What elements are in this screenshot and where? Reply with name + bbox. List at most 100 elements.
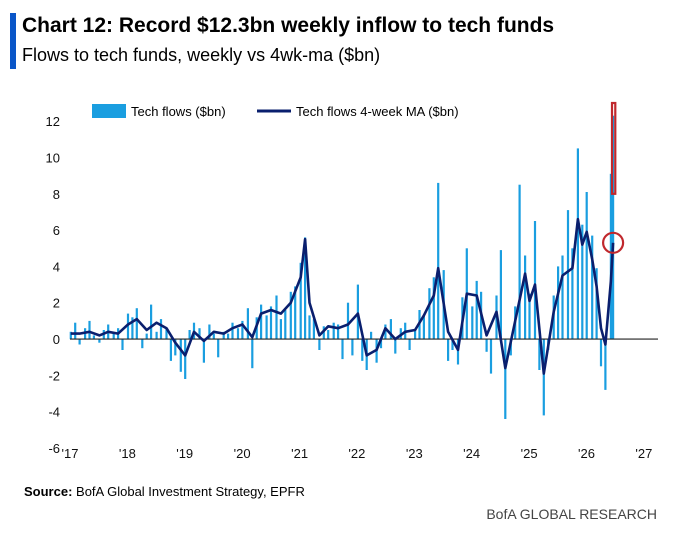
bar-76 (432, 277, 435, 339)
bar-43 (275, 295, 278, 340)
y-tick-label: 2 (53, 296, 60, 311)
bar-37 (246, 308, 249, 340)
bar-67 (389, 319, 392, 340)
bar-107 (581, 224, 584, 340)
bar-71 (408, 339, 411, 350)
bar-87 (485, 339, 488, 352)
bar-47 (294, 286, 297, 340)
bar-16 (145, 333, 148, 339)
bar-33 (227, 333, 230, 339)
y-tick-label: -2 (48, 368, 60, 383)
bar-108 (585, 192, 588, 340)
bar-88 (489, 339, 493, 374)
bar-41 (265, 315, 268, 339)
bar-0 (69, 331, 72, 340)
bar-13 (131, 317, 134, 340)
x-tick-label: '21 (291, 446, 308, 461)
bar-60 (356, 284, 359, 340)
bar-12 (126, 313, 130, 339)
x-tick-label: '26 (578, 446, 595, 461)
chart-subtitle: Flows to tech funds, weekly vs 4wk-ma ($… (22, 45, 381, 65)
bar-102 (557, 266, 560, 339)
x-tick-label: '18 (119, 446, 136, 461)
bar-95 (524, 255, 527, 339)
bar-81 (456, 339, 460, 365)
bar-110 (595, 268, 598, 339)
bar-34 (231, 322, 234, 339)
bar-9 (112, 333, 115, 339)
bar-54 (327, 330, 330, 340)
legend-swatch-bars (92, 104, 126, 118)
bar-22 (174, 339, 177, 356)
bar-114 (612, 115, 615, 339)
bar-58 (346, 302, 350, 339)
x-tick-label: '19 (176, 446, 193, 461)
bar-44 (279, 319, 282, 340)
bar-59 (351, 339, 354, 356)
bar-30 (212, 333, 215, 339)
bar-68 (394, 339, 397, 354)
x-tick-label: '27 (635, 446, 652, 461)
bar-series (69, 115, 615, 419)
bar-98 (538, 339, 541, 370)
bar-18 (155, 331, 158, 340)
bar-75 (428, 288, 431, 339)
legend: Tech flows ($bn) Tech flows 4-week MA ($… (92, 104, 459, 119)
bar-32 (222, 331, 225, 340)
bar-50 (308, 315, 311, 339)
bar-24 (184, 339, 187, 379)
bar-65 (379, 339, 383, 349)
highlight-annotations (601, 101, 625, 254)
bar-57 (341, 339, 344, 360)
x-tick-label: '20 (234, 446, 251, 461)
x-tick-label: '17 (62, 446, 79, 461)
bar-106 (576, 148, 579, 340)
y-tick-label: 8 (53, 187, 60, 202)
source-label: Source: (24, 484, 73, 499)
bar-85 (475, 280, 478, 339)
y-tick-label: 4 (53, 259, 60, 274)
bar-38 (251, 339, 254, 369)
bar-35 (236, 328, 240, 340)
bar-66 (384, 324, 387, 339)
bar-36 (241, 320, 244, 340)
brand-label: BofA GLOBAL RESEARCH (486, 506, 657, 522)
bar-31 (217, 339, 220, 358)
bar-11 (121, 339, 124, 350)
bar-113 (609, 173, 612, 339)
legend-label-line: Tech flows 4-week MA ($bn) (296, 104, 459, 119)
bar-2 (78, 339, 81, 345)
bar-103 (561, 255, 564, 339)
y-tick-label: -4 (48, 405, 60, 420)
bar-109 (591, 235, 594, 340)
bar-84 (471, 306, 474, 340)
bar-14 (135, 308, 138, 340)
y-tick-label: -6 (48, 441, 60, 456)
y-tick-label: 0 (53, 332, 60, 347)
bar-19 (159, 319, 163, 340)
bar-56 (337, 324, 340, 339)
source-note: Source: BofA Global Investment Strategy,… (24, 484, 305, 499)
x-tick-label: '25 (521, 446, 538, 461)
bar-40 (260, 304, 263, 340)
bar-6 (98, 339, 101, 343)
bar-79 (447, 339, 450, 361)
x-axis-ticks: '17 '18 '19 '20 '21 '22 '23 '24 '25 '26 '27 (62, 446, 653, 461)
bar-96 (528, 293, 531, 340)
bar-51 (312, 319, 315, 340)
bar-29 (208, 324, 211, 339)
bar-91 (504, 339, 507, 419)
bar-61 (361, 339, 364, 361)
bar-20 (165, 328, 168, 340)
bar-72 (414, 330, 417, 340)
bar-45 (284, 310, 287, 340)
bar-21 (169, 339, 172, 361)
bar-104 (566, 210, 570, 339)
y-tick-label: 6 (53, 223, 60, 238)
legend-label-bars: Tech flows ($bn) (131, 104, 226, 119)
chart-area: 12 10 8 6 4 2 0 -2 -4 -6 '17 '18 '19 '20 '21 '22 '23 '24… (46, 101, 658, 461)
bar-52 (318, 339, 321, 350)
source-text: BofA Global Investment Strategy, EPFR (76, 484, 305, 499)
title-accent-bar (10, 13, 16, 69)
bar-97 (533, 221, 537, 339)
